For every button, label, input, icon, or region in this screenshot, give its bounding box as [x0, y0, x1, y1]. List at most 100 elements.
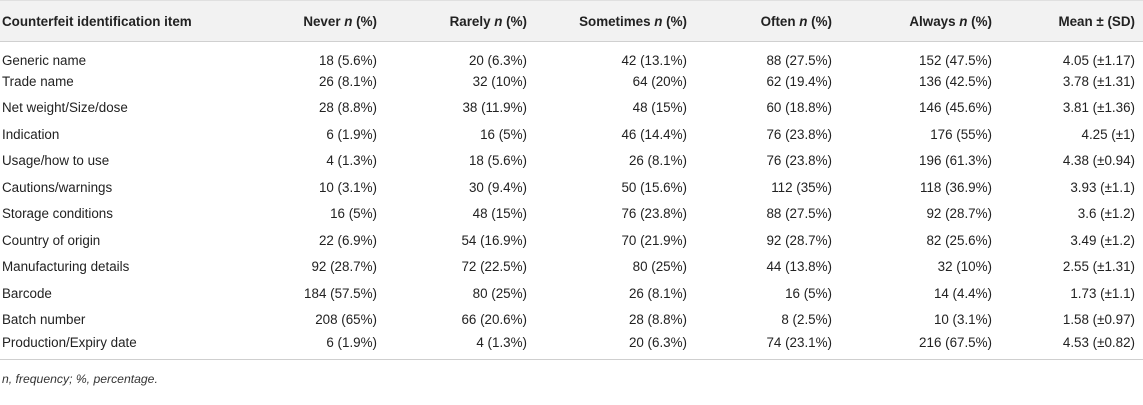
cell-always: 118 (36.9%): [920, 179, 992, 195]
cell-mean-sd: 4.05 (±1.17): [1062, 52, 1135, 68]
header-item: Counterfeit identification item: [0, 0, 240, 42]
cell-rarely: 20 (6.3%): [468, 52, 527, 68]
cell-always: 146 (45.6%): [919, 100, 992, 116]
cell-mean-sd: 3.93 (±1.1): [1070, 179, 1135, 195]
cell-mean-sd: 4.38 (±0.94): [1062, 153, 1135, 169]
cell-always: 14 (4.4%): [933, 285, 992, 301]
cell-never: 208 (65%): [315, 312, 377, 328]
table-row: Barcode 184 (57.5%) 80 (25%) 26 (8.1%) 16 (5…: [0, 280, 1143, 307]
cell-always: 10 (3.1%): [933, 312, 992, 328]
table-row: Trade name 26 (8.1%) 32 (10%) 64 (20%) 62 (1…: [0, 68, 1143, 95]
cell-item: Generic name: [2, 52, 87, 68]
cell-sometimes: 50 (15.6%): [621, 179, 687, 195]
cell-sometimes: 26 (8.1%): [628, 153, 687, 169]
data-table-container: Counterfeit identification item Never n …: [0, 0, 1143, 386]
table-row: Batch number 208 (65%) 66 (20.6%) 28 (8.8%)…: [0, 307, 1143, 334]
cell-never: 16 (5%): [330, 206, 377, 222]
cell-item: Cautions/warnings: [2, 179, 113, 195]
cell-item: Usage/how to use: [2, 153, 110, 169]
cell-never: 18 (5.6%): [318, 52, 377, 68]
table-footnote: n, frequency; %, percentage.: [2, 372, 158, 386]
table-row: Storage conditions 16 (5%) 48 (15%) 76 (23.…: [0, 201, 1143, 228]
cell-rarely: 18 (5.6%): [468, 153, 527, 169]
header-mean-sd: Mean ± (SD): [1000, 0, 1143, 42]
cell-sometimes: 80 (25%): [632, 259, 687, 275]
cell-often: 44 (13.8%): [766, 259, 832, 275]
cell-item: Manufacturing details: [2, 259, 130, 275]
header-always: Always n (%): [840, 0, 1000, 42]
cell-mean-sd: 3.81 (±1.36): [1062, 100, 1135, 116]
table-body: Generic name 18 (5.6%) 20 (6.3%) 42 (13.1%)…: [0, 42, 1143, 360]
cell-often: 88 (27.5%): [766, 52, 832, 68]
cell-item: Storage conditions: [2, 206, 113, 222]
cell-often: 62 (19.4%): [766, 73, 832, 89]
cell-never: 4 (1.3%): [326, 153, 377, 169]
cell-always: 82 (25.6%): [926, 232, 992, 248]
cell-mean-sd: 4.53 (±0.82): [1062, 335, 1135, 350]
cell-mean-sd: 3.49 (±1.2): [1070, 232, 1135, 248]
cell-rarely: 66 (20.6%): [461, 312, 527, 328]
cell-sometimes: 20 (6.3%): [628, 335, 687, 350]
cell-sometimes: 28 (8.8%): [628, 312, 687, 328]
cell-never: 92 (28.7%): [311, 259, 377, 275]
cell-rarely: 30 (9.4%): [468, 179, 527, 195]
table-row: Cautions/warnings 10 (3.1%) 30 (9.4%) 50 (1…: [0, 174, 1143, 201]
cell-never: 26 (8.1%): [318, 73, 377, 89]
cell-sometimes: 70 (21.9%): [621, 232, 687, 248]
table-row: Usage/how to use 4 (1.3%) 18 (5.6%) 26 (8.1…: [0, 148, 1143, 175]
cell-often: 112 (35%): [771, 179, 832, 195]
cell-never: 22 (6.9%): [318, 232, 377, 248]
cell-rarely: 54 (16.9%): [461, 232, 527, 248]
cell-often: 8 (2.5%): [781, 312, 832, 328]
cell-often: 88 (27.5%): [766, 206, 832, 222]
cell-item: Barcode: [2, 285, 52, 301]
cell-often: 76 (23.8%): [766, 153, 832, 169]
table-row: Net weight/Size/dose 28 (8.8%) 38 (11.9%) 4…: [0, 95, 1143, 122]
cell-always: 92 (28.7%): [926, 206, 992, 222]
table-row: Country of origin 22 (6.9%) 54 (16.9%) 70 (…: [0, 227, 1143, 254]
cell-rarely: 32 (10%): [472, 73, 527, 89]
cell-always: 196 (61.3%): [919, 153, 992, 169]
cell-never: 6 (1.9%): [326, 126, 377, 142]
cell-item: Indication: [2, 126, 60, 142]
cell-rarely: 4 (1.3%): [476, 335, 527, 350]
cell-never: 28 (8.8%): [318, 100, 377, 116]
cell-never: 184 (57.5%): [304, 285, 377, 301]
cell-mean-sd: 2.55 (±1.31): [1062, 259, 1135, 275]
cell-mean-sd: 3.6 (±1.2): [1077, 206, 1135, 222]
cell-sometimes: 42 (13.1%): [621, 52, 687, 68]
cell-always: 152 (47.5%): [919, 52, 992, 68]
cell-often: 74 (23.1%): [766, 335, 832, 350]
cell-item: Country of origin: [2, 232, 101, 248]
cell-sometimes: 46 (14.4%): [621, 126, 687, 142]
cell-always: 136 (42.5%): [919, 73, 992, 89]
cell-rarely: 38 (11.9%): [462, 100, 527, 116]
cell-item: Batch number: [2, 312, 86, 328]
cell-always: 32 (10%): [937, 259, 992, 275]
table-row: Production/Expiry date 6 (1.9%) 4 (1.3%) 20…: [0, 333, 1143, 360]
cell-often: 76 (23.8%): [766, 126, 832, 142]
header-row: Counterfeit identification item Never n …: [0, 0, 1143, 42]
table-header: Counterfeit identification item Never n …: [0, 0, 1143, 42]
cell-often: 16 (5%): [785, 285, 832, 301]
header-often: Often n (%): [695, 0, 840, 42]
cell-rarely: 72 (22.5%): [461, 259, 527, 275]
cell-mean-sd: 1.73 (±1.1): [1070, 285, 1135, 301]
cell-sometimes: 48 (15%): [632, 100, 687, 116]
cell-mean-sd: 4.25 (±1): [1081, 126, 1136, 142]
cell-never: 6 (1.9%): [326, 335, 377, 350]
header-never: Never n (%): [240, 0, 385, 42]
cell-item: Net weight/Size/dose: [2, 100, 128, 116]
table-row: Indication 6 (1.9%) 16 (5%) 46 (14.4%) 76 (2…: [0, 121, 1143, 148]
cell-sometimes: 26 (8.1%): [628, 285, 687, 301]
counterfeit-identification-table: Counterfeit identification item Never n …: [0, 0, 1143, 360]
cell-item: Production/Expiry date: [2, 335, 137, 350]
cell-often: 60 (18.8%): [766, 100, 832, 116]
cell-mean-sd: 1.58 (±0.97): [1062, 312, 1135, 328]
header-sometimes: Sometimes n (%): [535, 0, 695, 42]
cell-always: 216 (67.5%): [919, 335, 992, 350]
table-row: Generic name 18 (5.6%) 20 (6.3%) 42 (13.1%)…: [0, 42, 1143, 69]
cell-rarely: 80 (25%): [472, 285, 527, 301]
cell-sometimes: 76 (23.8%): [621, 206, 687, 222]
cell-always: 176 (55%): [930, 126, 992, 142]
